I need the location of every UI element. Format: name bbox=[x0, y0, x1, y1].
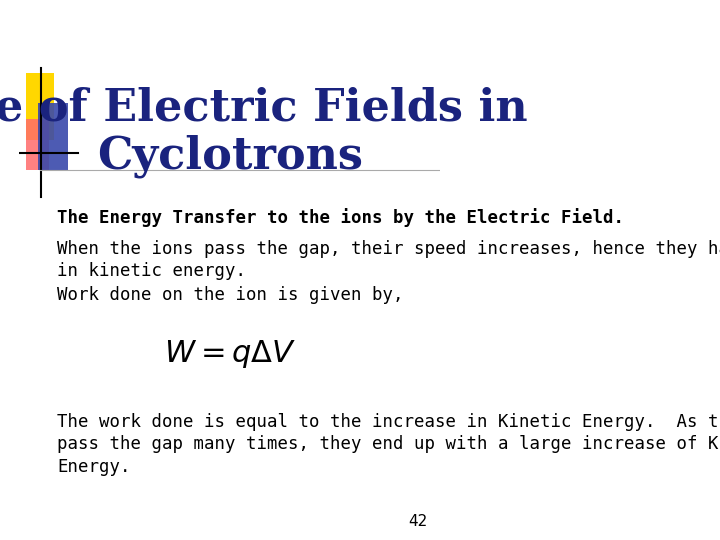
Text: The Energy Transfer to the ions by the Electric Field.: The Energy Transfer to the ions by the E… bbox=[57, 208, 624, 227]
Text: 42: 42 bbox=[408, 514, 428, 529]
Text: $W = q\Delta V$: $W = q\Delta V$ bbox=[163, 338, 296, 369]
Text: When the ions pass the gap, their speed increases, hence they have a gain
in kin: When the ions pass the gap, their speed … bbox=[57, 240, 720, 280]
Bar bbox=[38, 103, 68, 170]
Bar bbox=[26, 119, 49, 170]
Text: Work done on the ion is given by,: Work done on the ion is given by, bbox=[57, 286, 404, 304]
Text: The work done is equal to the increase in Kinetic Energy.  As the particles
pass: The work done is equal to the increase i… bbox=[57, 413, 720, 476]
Text: Use of Electric Fields in
Cyclotrons: Use of Electric Fields in Cyclotrons bbox=[0, 86, 528, 178]
Bar bbox=[26, 73, 54, 140]
